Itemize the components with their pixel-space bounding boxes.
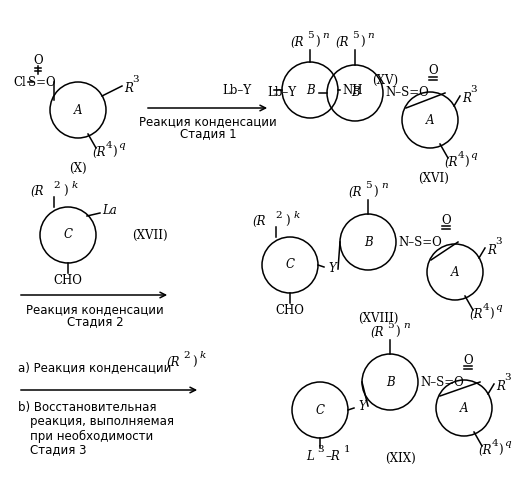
Text: (XVIII): (XVIII) <box>358 312 398 324</box>
Text: A: A <box>426 114 434 126</box>
Text: A: A <box>460 402 468 414</box>
Text: N–S=O: N–S=O <box>385 86 429 100</box>
Text: NH: NH <box>342 84 362 96</box>
Text: Y: Y <box>358 400 366 412</box>
Text: B: B <box>386 376 394 388</box>
Text: –R: –R <box>326 450 341 462</box>
Text: 3: 3 <box>317 446 324 454</box>
Text: 2: 2 <box>183 352 189 360</box>
Text: 2: 2 <box>53 180 60 190</box>
Text: реакция, выполняемая: реакция, выполняемая <box>30 416 174 428</box>
Text: ): ) <box>498 444 503 456</box>
Text: Стадия 1: Стадия 1 <box>180 128 236 140</box>
Text: ): ) <box>112 146 116 158</box>
Text: (XIX): (XIX) <box>385 452 416 464</box>
Text: Реакция конденсации: Реакция конденсации <box>139 116 277 128</box>
Text: q: q <box>470 150 477 160</box>
Text: a) Реакция конденсации: a) Реакция конденсации <box>18 362 171 374</box>
Text: B: B <box>364 236 372 248</box>
Text: ): ) <box>192 356 197 368</box>
Text: 4: 4 <box>458 150 465 160</box>
Text: L: L <box>306 450 314 462</box>
Text: n: n <box>367 32 374 40</box>
Text: (R: (R <box>291 36 304 49</box>
Text: ): ) <box>489 308 494 320</box>
Text: 2: 2 <box>275 210 282 220</box>
Text: C: C <box>64 228 73 241</box>
Text: (R: (R <box>469 308 482 320</box>
Text: 5: 5 <box>352 32 359 40</box>
Text: CHO: CHO <box>276 304 304 318</box>
Text: (R: (R <box>371 326 384 338</box>
Text: O: O <box>33 54 43 66</box>
Text: q: q <box>495 302 502 312</box>
Text: ): ) <box>285 214 290 228</box>
Text: S=O: S=O <box>28 76 56 88</box>
Text: C: C <box>286 258 294 272</box>
Text: k: k <box>294 210 300 220</box>
Text: Lb–Y: Lb–Y <box>222 84 251 96</box>
Text: Реакция конденсации: Реакция конденсации <box>26 304 164 316</box>
Text: B: B <box>351 86 359 100</box>
Text: B: B <box>306 84 314 96</box>
Text: ): ) <box>63 184 68 198</box>
Text: Cl: Cl <box>14 76 27 88</box>
Text: N–S=O: N–S=O <box>420 376 464 388</box>
Text: (R: (R <box>349 186 362 198</box>
Text: N–S=O: N–S=O <box>398 236 442 248</box>
Text: (X): (X) <box>69 162 87 174</box>
Text: 3: 3 <box>132 74 139 84</box>
Text: 4: 4 <box>492 438 499 448</box>
Text: 5: 5 <box>365 182 372 190</box>
Text: Y: Y <box>328 262 336 276</box>
Text: 3: 3 <box>495 238 502 246</box>
Text: (R: (R <box>336 36 349 49</box>
Text: Стадия 2: Стадия 2 <box>67 316 123 328</box>
Text: C: C <box>315 404 325 416</box>
Text: b) Восстановительная: b) Восстановительная <box>18 402 157 414</box>
Text: CHO: CHO <box>54 274 82 287</box>
Text: 5: 5 <box>387 322 394 330</box>
Text: A: A <box>74 104 82 117</box>
Text: q: q <box>118 140 125 149</box>
Text: Lb–Y: Lb–Y <box>267 86 296 100</box>
Text: ): ) <box>315 36 319 49</box>
Text: 4: 4 <box>483 302 490 312</box>
Text: n: n <box>403 322 410 330</box>
Text: R: R <box>487 244 496 256</box>
Text: R: R <box>496 380 505 392</box>
Text: La: La <box>102 204 117 218</box>
Text: ): ) <box>360 36 365 49</box>
Text: (R: (R <box>444 156 457 168</box>
Text: O: O <box>441 214 451 226</box>
Text: R: R <box>124 82 133 94</box>
Text: k: k <box>72 180 78 190</box>
Text: k: k <box>200 352 206 360</box>
Text: (XVI): (XVI) <box>419 172 449 184</box>
Text: ): ) <box>395 326 400 338</box>
Text: (R: (R <box>253 214 266 228</box>
Text: (XVII): (XVII) <box>132 228 168 241</box>
Text: 1: 1 <box>344 446 351 454</box>
Text: (R: (R <box>167 356 180 368</box>
Text: O: O <box>463 354 473 366</box>
Text: 4: 4 <box>106 140 113 149</box>
Text: A: A <box>451 266 459 278</box>
Text: (XV): (XV) <box>372 74 398 86</box>
Text: R: R <box>462 92 471 104</box>
Text: (R: (R <box>478 444 492 456</box>
Text: 3: 3 <box>504 374 511 382</box>
Text: 5: 5 <box>307 32 314 40</box>
Text: (R: (R <box>92 146 105 158</box>
Text: n: n <box>322 32 329 40</box>
Text: ): ) <box>464 156 469 168</box>
Text: Стадия 3: Стадия 3 <box>30 444 87 456</box>
Text: (R: (R <box>30 184 44 198</box>
Text: O: O <box>428 64 438 78</box>
Text: при необходимости: при необходимости <box>30 430 153 442</box>
Text: q: q <box>504 438 511 448</box>
Text: ): ) <box>373 186 377 198</box>
Text: 3: 3 <box>470 86 477 94</box>
Text: n: n <box>381 182 388 190</box>
